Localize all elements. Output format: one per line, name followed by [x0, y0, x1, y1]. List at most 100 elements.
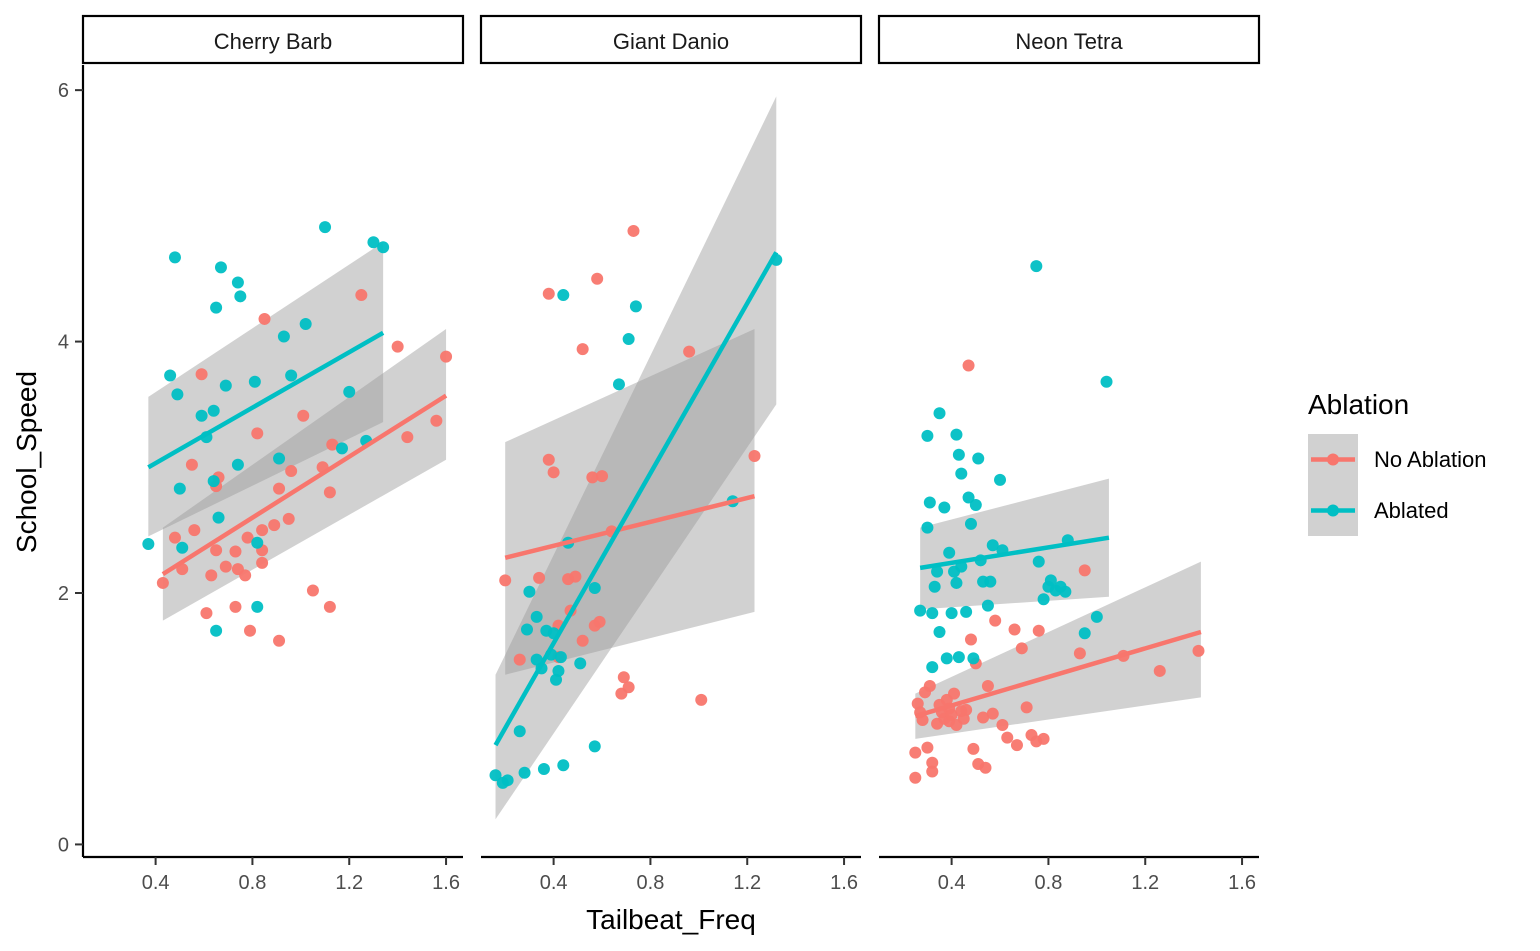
- data-point: [231, 276, 244, 289]
- x-tick-label: 1.2: [733, 872, 761, 894]
- confidence-band: [505, 329, 755, 675]
- data-point: [285, 369, 298, 382]
- data-point: [323, 486, 336, 499]
- data-point: [576, 343, 589, 356]
- trend-line: [504, 494, 756, 560]
- data-point: [520, 623, 533, 636]
- data-point: [239, 569, 252, 582]
- data-point: [972, 452, 985, 465]
- data-point: [622, 681, 635, 694]
- data-point: [554, 651, 567, 664]
- data-point: [251, 427, 264, 440]
- data-point: [938, 501, 951, 514]
- data-point: [627, 224, 640, 237]
- data-point: [207, 475, 220, 488]
- y-axis-title: School_Speed: [11, 371, 42, 553]
- data-point: [273, 634, 286, 647]
- data-point: [195, 409, 208, 422]
- data-point: [1010, 739, 1023, 752]
- confidence-band: [920, 478, 1109, 610]
- data-point: [244, 624, 257, 637]
- data-point: [176, 541, 189, 554]
- legend-label: No Ablation: [1374, 447, 1487, 472]
- data-point: [335, 442, 348, 455]
- data-point: [923, 496, 936, 509]
- data-point: [367, 236, 380, 249]
- data-point: [231, 458, 244, 471]
- data-point: [960, 605, 973, 618]
- facet-strip: [81, 14, 465, 65]
- data-point: [981, 680, 994, 693]
- confidence-band: [495, 96, 777, 820]
- data-point: [933, 407, 946, 420]
- data-point: [1192, 644, 1205, 657]
- data-point: [933, 625, 946, 638]
- data-point: [214, 261, 227, 274]
- x-tick-label: 0.8: [1035, 872, 1063, 894]
- legend-title: Ablation: [1308, 389, 1409, 420]
- data-point: [979, 761, 992, 774]
- data-point: [926, 661, 939, 674]
- data-point: [401, 431, 414, 444]
- data-point: [1100, 375, 1113, 388]
- data-point: [501, 774, 514, 787]
- data-point: [1037, 593, 1050, 606]
- x-tick-label: 0.8: [637, 872, 665, 894]
- data-point: [948, 687, 961, 700]
- data-point: [299, 317, 312, 330]
- data-point: [377, 241, 390, 254]
- data-point: [945, 607, 958, 620]
- data-point: [967, 742, 980, 755]
- data-point: [248, 375, 261, 388]
- trend-line: [919, 535, 1110, 571]
- data-point: [596, 470, 609, 483]
- data-point: [557, 759, 570, 772]
- data-point: [391, 340, 404, 353]
- data-point: [926, 607, 939, 620]
- data-point: [931, 565, 944, 578]
- data-point: [926, 756, 939, 769]
- data-point: [542, 287, 555, 300]
- data-point: [323, 600, 336, 613]
- data-point: [557, 289, 570, 302]
- data-point: [251, 600, 264, 613]
- data-point: [164, 369, 177, 382]
- legend-key-point: [1327, 504, 1339, 517]
- data-point: [950, 576, 963, 589]
- data-point: [205, 569, 218, 582]
- data-point: [943, 546, 956, 559]
- data-point: [513, 725, 526, 738]
- data-point: [273, 452, 286, 465]
- facet-strip-label: Giant Danio: [613, 29, 729, 54]
- legend-key-point: [1327, 453, 1339, 466]
- data-point: [1032, 624, 1045, 637]
- data-point: [921, 741, 934, 754]
- data-point: [306, 584, 319, 597]
- data-point: [986, 539, 999, 552]
- data-point: [921, 521, 934, 534]
- data-point: [499, 574, 512, 587]
- facet-strip: [479, 14, 863, 65]
- data-point: [355, 289, 368, 302]
- data-point: [256, 556, 269, 569]
- data-point: [1073, 647, 1086, 660]
- data-point: [923, 680, 936, 693]
- data-point: [530, 610, 543, 623]
- data-point: [326, 438, 339, 451]
- data-point: [748, 449, 761, 462]
- data-point: [617, 671, 630, 684]
- legend: Ablation No Ablation Ablated: [1308, 389, 1487, 536]
- data-point: [962, 491, 975, 504]
- data-point: [588, 740, 601, 753]
- data-point: [909, 771, 922, 784]
- data-point: [1020, 701, 1033, 714]
- data-point: [268, 519, 281, 532]
- data-point: [229, 600, 242, 613]
- data-point: [593, 615, 606, 628]
- data-point: [1059, 585, 1072, 598]
- legend-label: Ablated: [1374, 498, 1449, 523]
- data-point: [440, 350, 453, 363]
- x-tick-label: 0.4: [540, 872, 568, 894]
- data-point: [1078, 564, 1091, 577]
